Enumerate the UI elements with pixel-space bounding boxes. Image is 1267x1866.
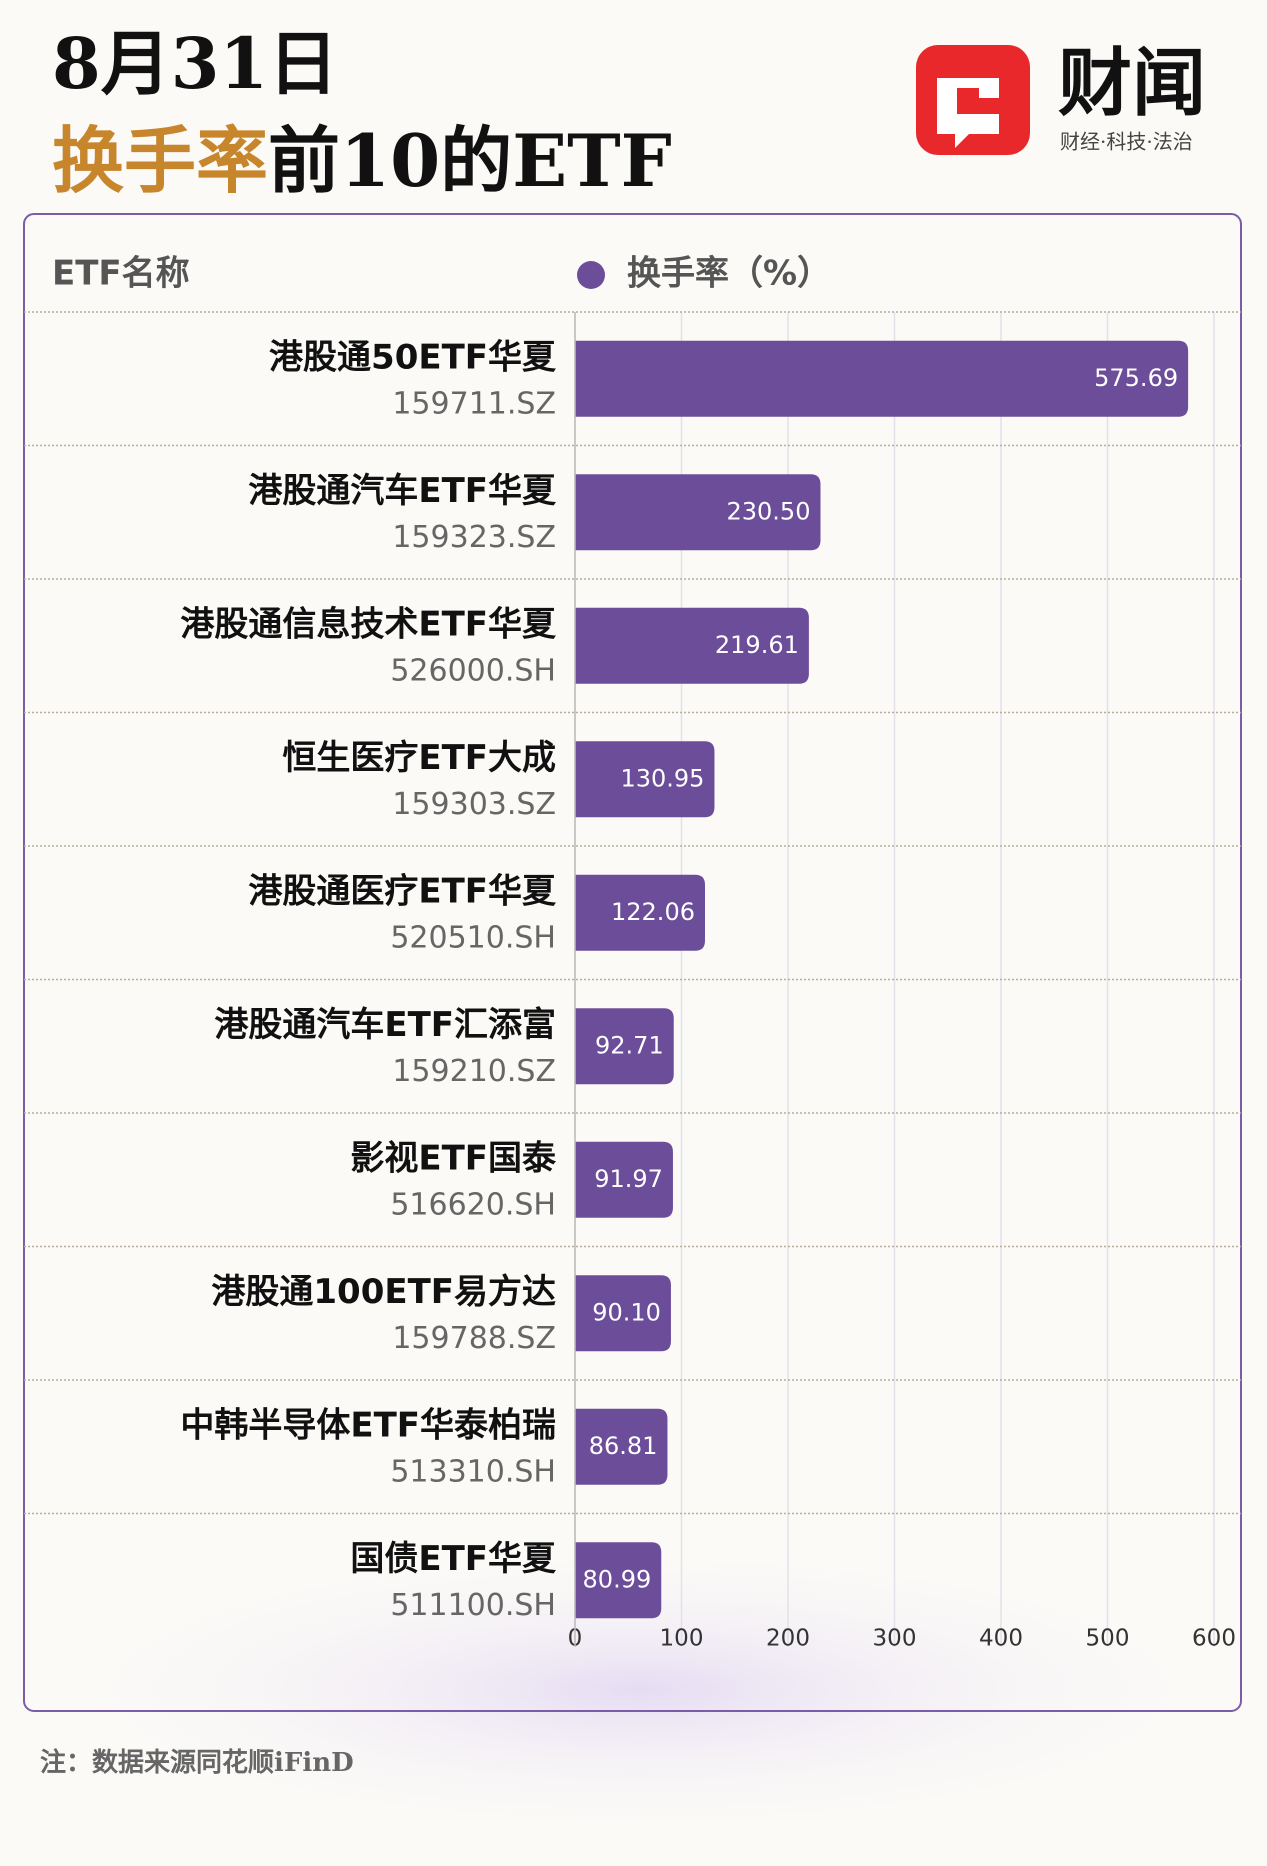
value-label: 230.50 xyxy=(726,497,810,525)
bar xyxy=(575,1141,673,1218)
category-code: 511100.SH xyxy=(390,1588,556,1623)
category-label: 中韩半导体ETF华泰柏瑞 xyxy=(180,1405,556,1445)
category-label: 港股通信息技术ETF华夏 xyxy=(180,604,557,644)
value-label: 80.99 xyxy=(583,1565,652,1593)
column-header: ETF名称 xyxy=(52,254,190,294)
x-tick-label: 200 xyxy=(766,1626,810,1652)
category-label: 港股通医疗ETF华夏 xyxy=(248,871,557,911)
brand-logo-mark xyxy=(937,78,999,148)
background-glow xyxy=(20,1540,1260,1840)
category-label: 影视ETF国泰 xyxy=(350,1138,557,1178)
panel-frame xyxy=(23,213,1242,1712)
category-code: 159323.SZ xyxy=(392,520,556,555)
value-label: 219.61 xyxy=(715,631,799,659)
category-code: 516620.SH xyxy=(390,1187,556,1222)
category-label: 恒生医疗ETF大成 xyxy=(282,738,556,778)
category-code: 513310.SH xyxy=(390,1454,556,1489)
footnote: 注：数据来源同花顺iFinD xyxy=(40,1747,354,1778)
category-label: 港股通50ETF华夏 xyxy=(269,337,557,377)
brand-logo xyxy=(916,45,1030,155)
value-label: 86.81 xyxy=(589,1432,658,1460)
bar xyxy=(575,741,715,818)
bar xyxy=(575,607,809,684)
category-code: 159210.SZ xyxy=(392,1054,556,1089)
bar xyxy=(575,1275,671,1352)
bar xyxy=(575,1542,662,1619)
legend-swatch xyxy=(577,261,605,289)
category-label: 国债ETF华夏 xyxy=(350,1539,557,1579)
title-rest: 前10的ETF xyxy=(268,118,672,203)
bar xyxy=(575,1008,674,1085)
brand-name: 财闻 xyxy=(1058,41,1206,127)
x-tick-label: 400 xyxy=(979,1626,1023,1652)
x-tick-label: 500 xyxy=(1086,1626,1130,1652)
brand-tagline: 财经·科技·法治 xyxy=(1060,130,1193,154)
category-label: 港股通100ETF易方达 xyxy=(211,1272,556,1312)
value-label: 122.06 xyxy=(611,898,695,926)
bar xyxy=(575,1408,668,1485)
value-label: 130.95 xyxy=(620,764,704,792)
category-code: 526000.SH xyxy=(390,653,556,688)
category-code: 159303.SZ xyxy=(392,787,556,822)
value-label: 92.71 xyxy=(595,1031,664,1059)
category-code: 159788.SZ xyxy=(392,1321,556,1356)
bar xyxy=(575,340,1189,417)
value-label: 575.69 xyxy=(1094,364,1178,392)
category-code: 159711.SZ xyxy=(392,386,556,421)
title-highlight: 换手率 xyxy=(52,118,268,203)
bar xyxy=(575,474,821,551)
value-label: 90.10 xyxy=(592,1298,661,1326)
value-label: 91.97 xyxy=(594,1165,663,1193)
x-tick-label: 100 xyxy=(660,1626,704,1652)
title-date: 8月31日 xyxy=(52,22,338,105)
x-tick-label: 300 xyxy=(873,1626,917,1652)
bar xyxy=(575,874,705,951)
category-label: 港股通汽车ETF汇添富 xyxy=(214,1005,556,1045)
category-label: 港股通汽车ETF华夏 xyxy=(248,471,557,511)
title: 换手率前10的ETF xyxy=(52,118,672,203)
category-code: 520510.SH xyxy=(390,920,556,955)
legend-label: 换手率（%） xyxy=(627,254,831,294)
x-tick-label: 600 xyxy=(1192,1626,1236,1652)
